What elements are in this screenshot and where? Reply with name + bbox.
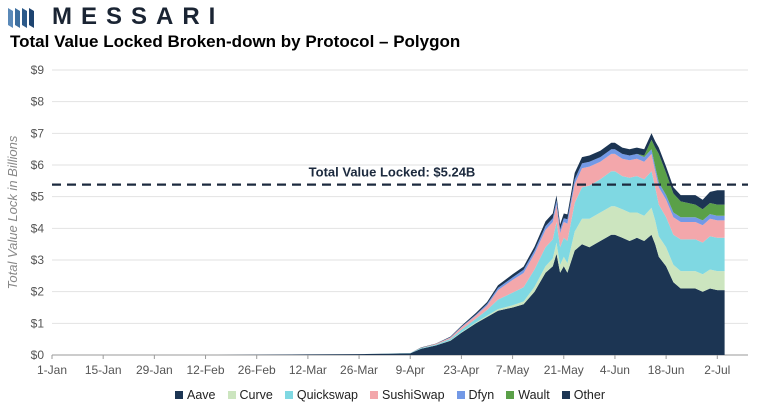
x-tick-label: 26-Mar: [340, 363, 378, 377]
x-tick-label: 7-May: [496, 363, 529, 377]
legend-swatch: [506, 391, 515, 399]
y-tick-label: $4: [31, 221, 45, 235]
legend-label: Curve: [239, 388, 273, 402]
legend-item-dfyn: Dfyn: [456, 388, 495, 402]
stacked-areas: [52, 133, 725, 355]
legend-label: Dfyn: [468, 388, 495, 402]
x-tick-label: 15-Jan: [85, 363, 122, 377]
legend-item-quickswap: Quickswap: [284, 388, 358, 402]
legend-item-aave: Aave: [175, 388, 216, 402]
x-tick-label: 18-Jun: [648, 363, 685, 377]
y-tick-label: $9: [31, 63, 45, 77]
legend-label: Other: [573, 388, 605, 402]
y-tick-label: $0: [31, 348, 45, 362]
x-tick-label: 29-Jan: [136, 363, 173, 377]
y-tick-label: $3: [31, 253, 45, 267]
reference-line-label: Total Value Locked: $5.24B: [309, 165, 476, 180]
legend-swatch: [456, 391, 465, 399]
y-tick-label: $2: [31, 285, 45, 299]
area-aave: [52, 234, 725, 355]
x-tick-label: 26-Feb: [238, 363, 276, 377]
legend-swatch: [369, 391, 378, 399]
x-tick-label: 12-Feb: [187, 363, 225, 377]
area-dfyn: [52, 149, 725, 355]
legend-item-sushiswap: SushiSwap: [369, 388, 445, 402]
legend-label: SushiSwap: [381, 388, 445, 402]
brand-header: MESSARI: [8, 4, 224, 30]
brand-name: MESSARI: [52, 3, 225, 30]
y-tick-label: $8: [31, 95, 45, 109]
area-wault: [52, 139, 725, 355]
y-tick-label: $1: [31, 316, 45, 330]
y-axis-label: Total Value Lock in Billions: [5, 135, 20, 289]
legend-swatch: [227, 391, 236, 399]
legend-label: Quickswap: [296, 388, 358, 402]
x-tick-label: 23-Apr: [443, 363, 479, 377]
x-tick-label: 21-May: [544, 363, 584, 377]
chart-title: Total Value Locked Broken-down by Protoc…: [10, 32, 461, 51]
x-tick-label: 1-Jan: [37, 363, 67, 377]
y-tick-label: $7: [31, 126, 45, 140]
legend-label: Wault: [518, 388, 550, 402]
legend-item-other: Other: [561, 388, 605, 402]
y-tick-label: $6: [31, 158, 45, 172]
reference-line-group: Total Value Locked: $5.24B: [52, 165, 748, 186]
area-curve: [52, 206, 725, 355]
legend-item-curve: Curve: [227, 388, 273, 402]
x-tick-label: 4-Jun: [600, 363, 630, 377]
x-tick-label: 2-Jul: [704, 363, 730, 377]
legend-swatch: [175, 391, 183, 399]
chart-legend: Aave Curve Quickswap SushiSwap Dfyn Wault Othe…: [0, 388, 780, 402]
legend-item-wault: Wault: [506, 388, 550, 402]
y-tick-label: $5: [31, 190, 45, 204]
messari-logo-icon: [8, 8, 34, 28]
axes: $0 $1 $2 $3 $4 $5 $6 $7 $8 $9 1-Jan 15-Jan 29-Jan 12-…: [5, 63, 730, 377]
x-tick-label: 9-Apr: [396, 363, 425, 377]
legend-swatch: [284, 391, 293, 399]
legend-label: Aave: [187, 388, 216, 402]
x-tick-label: 12-Mar: [289, 363, 327, 377]
legend-swatch: [561, 391, 570, 399]
